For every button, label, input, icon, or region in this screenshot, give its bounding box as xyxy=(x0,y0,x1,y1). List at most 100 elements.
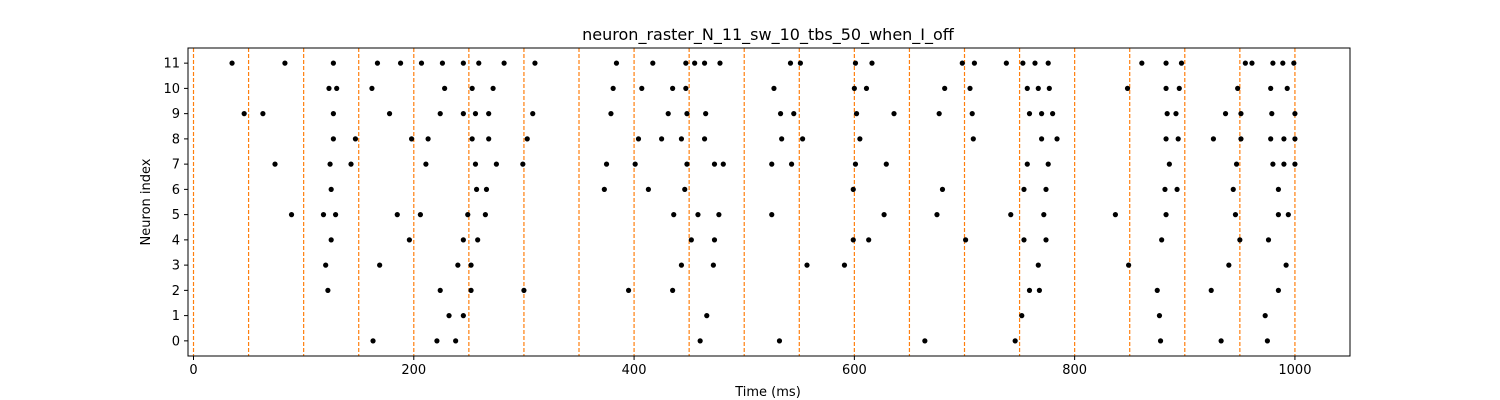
spike-point xyxy=(330,136,336,142)
spike-point xyxy=(1292,111,1298,117)
spike-point xyxy=(1270,60,1276,66)
spike-point xyxy=(328,237,334,243)
spike-point xyxy=(1159,237,1165,243)
spike-point xyxy=(326,85,332,91)
spike-point xyxy=(1039,111,1045,117)
spike-point xyxy=(397,60,404,66)
spike-point xyxy=(608,111,614,117)
spike-point xyxy=(1124,85,1131,91)
spike-point xyxy=(1021,237,1027,243)
spike-point xyxy=(260,111,266,117)
x-axis-label: Time (ms) xyxy=(734,385,801,400)
spike-point xyxy=(334,85,340,91)
spike-point xyxy=(475,237,481,243)
spike-point xyxy=(1012,338,1018,344)
x-tick-label: 800 xyxy=(1062,363,1087,378)
y-tick-label: 5 xyxy=(172,208,180,223)
spike-point xyxy=(1162,186,1168,192)
spike-point xyxy=(460,60,466,66)
spike-point xyxy=(1036,287,1042,293)
spike-point xyxy=(1154,287,1160,293)
spike-point xyxy=(1291,60,1297,66)
spike-point xyxy=(850,186,856,192)
spike-point xyxy=(969,111,975,117)
spike-point xyxy=(1163,136,1169,142)
y-tick-label: 6 xyxy=(172,183,180,198)
chart-title: neuron_raster_N_11_sw_10_tbs_50_when_I_o… xyxy=(582,25,955,45)
spike-point xyxy=(1043,186,1049,192)
spike-point xyxy=(788,161,795,167)
spike-point xyxy=(710,262,716,268)
spike-point xyxy=(1275,287,1282,293)
spike-point xyxy=(1268,136,1274,142)
spike-point xyxy=(1242,60,1248,66)
spike-point xyxy=(771,85,777,91)
spike-point xyxy=(1238,111,1244,117)
plot-frame xyxy=(187,47,1351,357)
spike-point xyxy=(446,313,452,319)
spike-point xyxy=(437,287,443,293)
spike-point xyxy=(442,85,448,91)
spike-point xyxy=(671,212,677,218)
spike-point xyxy=(650,60,656,66)
spike-point xyxy=(863,85,870,91)
spike-point xyxy=(1222,111,1229,117)
spike-point xyxy=(678,136,685,142)
spike-point xyxy=(530,111,536,117)
spike-point xyxy=(869,60,875,66)
spike-point xyxy=(857,136,863,142)
spike-point xyxy=(1265,237,1272,243)
spike-point xyxy=(852,60,859,66)
spike-point xyxy=(963,237,969,243)
spike-point xyxy=(482,212,488,218)
spike-point xyxy=(603,161,610,167)
x-tick-label: 600 xyxy=(842,363,867,378)
spike-point xyxy=(370,338,376,344)
spike-point xyxy=(1157,338,1164,344)
spike-point xyxy=(434,338,440,344)
spike-point xyxy=(779,136,785,142)
spike-point xyxy=(330,111,336,117)
spike-point xyxy=(330,60,336,66)
spike-point xyxy=(1163,85,1169,91)
spike-point xyxy=(1054,136,1060,142)
spike-point xyxy=(1173,111,1179,117)
spike-point xyxy=(460,313,466,319)
spike-point xyxy=(1269,111,1275,117)
spike-point xyxy=(1230,186,1236,192)
spike-point xyxy=(841,262,848,268)
spike-point xyxy=(493,161,499,167)
spike-point xyxy=(1285,212,1291,218)
y-tick-label: 4 xyxy=(172,233,180,248)
spike-point xyxy=(406,237,412,243)
spike-point xyxy=(1019,313,1025,319)
spike-point xyxy=(327,161,333,167)
spike-point xyxy=(970,136,976,142)
spike-point xyxy=(369,85,375,91)
spike-point xyxy=(692,60,698,66)
spike-point xyxy=(468,262,474,268)
spike-point xyxy=(716,212,722,218)
spike-point xyxy=(1045,60,1051,66)
spike-point xyxy=(670,287,676,293)
spike-point xyxy=(659,136,665,142)
spike-point xyxy=(1139,60,1145,66)
spike-point xyxy=(453,338,459,344)
spike-point xyxy=(1024,85,1030,91)
spike-point xyxy=(241,111,247,117)
y-tick-label: 7 xyxy=(172,158,180,173)
spike-point xyxy=(684,111,690,117)
spike-point xyxy=(469,136,475,142)
y-tick-label: 1 xyxy=(172,309,180,324)
spike-point xyxy=(936,111,942,117)
spike-point xyxy=(635,136,642,142)
spike-point xyxy=(386,111,393,117)
spike-point xyxy=(524,136,530,142)
spike-point xyxy=(684,161,690,167)
spike-point xyxy=(1178,60,1185,66)
spike-point xyxy=(1035,85,1041,91)
spike-point xyxy=(455,262,461,268)
x-tick-label: 200 xyxy=(401,363,426,378)
spike-point xyxy=(1035,262,1041,268)
